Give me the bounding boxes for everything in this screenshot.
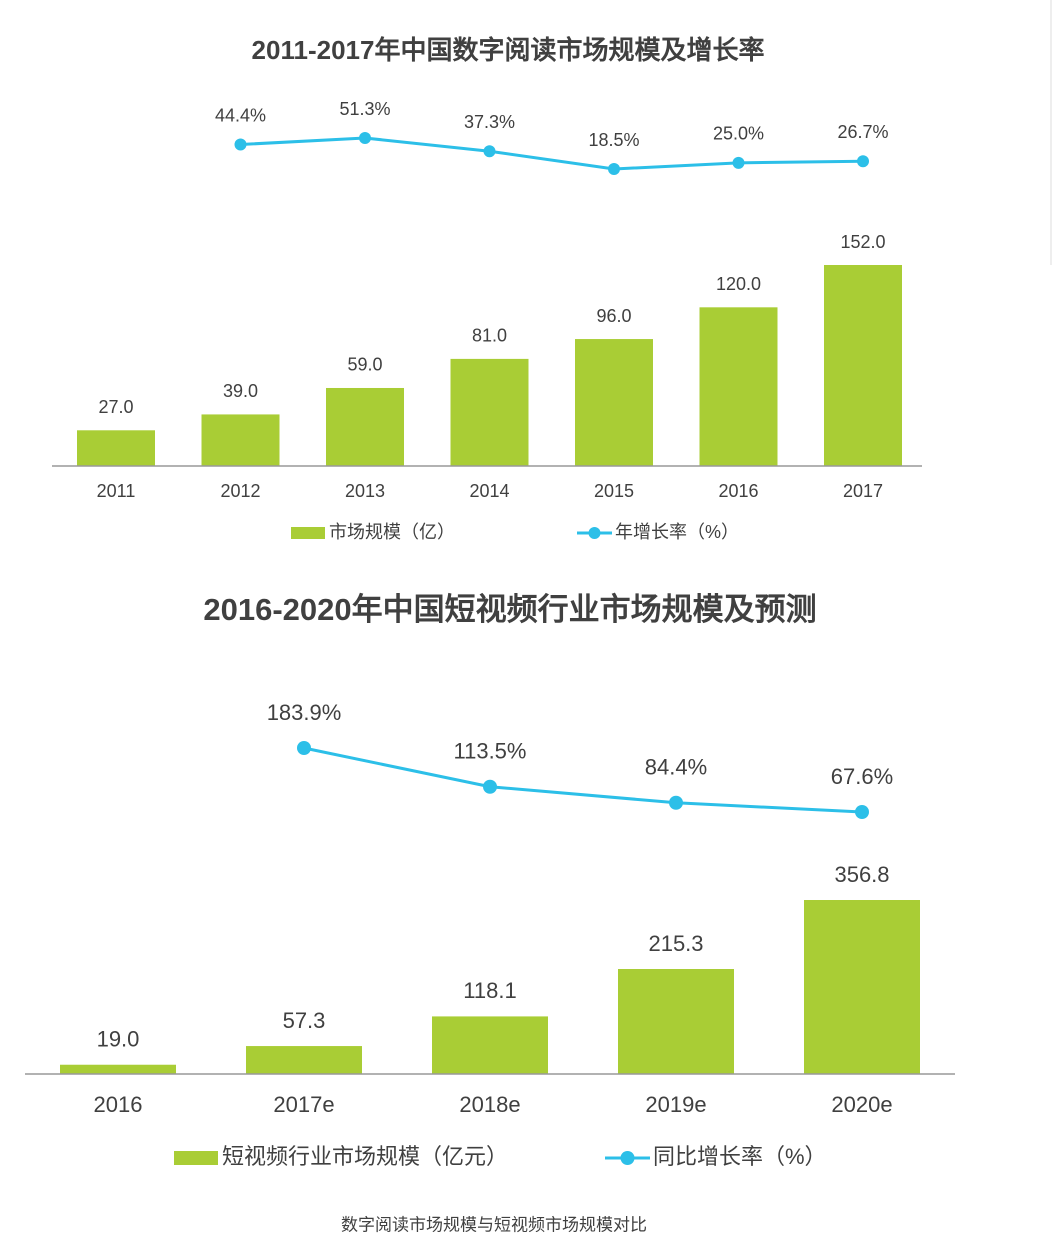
line-value-label: 67.6% (831, 764, 893, 789)
growth-point (857, 155, 869, 168)
growth-point (297, 741, 311, 755)
line-value-label: 44.4% (215, 105, 266, 125)
bar-value-label: 118.1 (463, 978, 516, 1003)
legend-label: 短视频行业市场规模（亿元） (222, 1144, 508, 1169)
bar-value-label: 96.0 (596, 306, 631, 326)
legend-swatch (291, 527, 325, 539)
x-tick-label: 2020e (831, 1092, 892, 1117)
bar-value-label: 59.0 (347, 355, 382, 375)
growth-point (359, 132, 371, 144)
bar-value-label: 120.0 (716, 274, 761, 294)
x-tick-label: 2015 (594, 481, 634, 501)
bar (246, 1046, 362, 1074)
x-tick-label: 2017e (273, 1092, 334, 1117)
legend-label: 年增长率（%） (615, 522, 739, 542)
legend-label: 市场规模（亿） (329, 522, 455, 542)
legend-label: 同比增长率（%） (653, 1144, 827, 1169)
bar (60, 1064, 176, 1074)
growth-point (608, 163, 620, 175)
line-value-label: 183.9% (267, 700, 342, 725)
bar (804, 900, 920, 1074)
legend-dot (588, 527, 601, 539)
x-tick-label: 2016 (718, 481, 758, 501)
growth-point (234, 138, 247, 151)
chart-title: 2016-2020年中国短视频行业市场规模及预测 (203, 592, 816, 627)
x-tick-label: 2019e (645, 1092, 706, 1117)
growth-point (669, 795, 683, 810)
line-value-label: 113.5% (454, 739, 527, 764)
line-value-label: 25.0% (713, 124, 764, 144)
bar (575, 339, 653, 466)
caption: 数字阅读市场规模与短视频市场规模对比 (341, 1215, 647, 1234)
bar-value-label: 152.0 (840, 232, 885, 252)
bar-value-label: 57.3 (283, 1008, 326, 1033)
line-value-label: 51.3% (339, 99, 390, 119)
growth-line (240, 136, 864, 171)
chart-title: 2011-2017年中国数字阅读市场规模及增长率 (252, 35, 765, 65)
growth-point (483, 779, 497, 794)
growth-point (732, 156, 745, 169)
x-tick-label: 2012 (220, 481, 260, 501)
x-tick-label: 2011 (97, 481, 136, 501)
growth-point (483, 145, 496, 158)
bar (326, 387, 404, 466)
growth-point (855, 805, 869, 819)
x-tick-label: 2014 (469, 481, 509, 501)
bar (699, 307, 778, 466)
bar-value-label: 215.3 (648, 931, 703, 956)
x-tick-label: 2013 (345, 481, 385, 501)
bar (450, 358, 529, 466)
bar-value-label: 81.0 (472, 326, 507, 346)
bar (618, 969, 734, 1074)
line-value-label: 26.7% (837, 122, 888, 142)
x-tick-label: 2018e (459, 1092, 520, 1117)
x-tick-label: 2016 (94, 1092, 143, 1117)
legend-swatch (174, 1151, 218, 1165)
bar (77, 430, 155, 466)
bar (824, 265, 902, 466)
bar (432, 1016, 548, 1074)
bar-value-label: 39.0 (223, 381, 258, 401)
growth-line (303, 746, 863, 814)
line-value-label: 37.3% (464, 112, 515, 132)
legend-dot (620, 1151, 635, 1165)
line-value-label: 18.5% (588, 130, 639, 150)
bar-value-label: 356.8 (834, 862, 889, 887)
x-tick-label: 2017 (843, 481, 883, 501)
bar (201, 414, 280, 466)
bar-value-label: 27.0 (98, 397, 133, 417)
bar-value-label: 19.0 (97, 1027, 140, 1052)
line-value-label: 84.4% (645, 755, 707, 780)
